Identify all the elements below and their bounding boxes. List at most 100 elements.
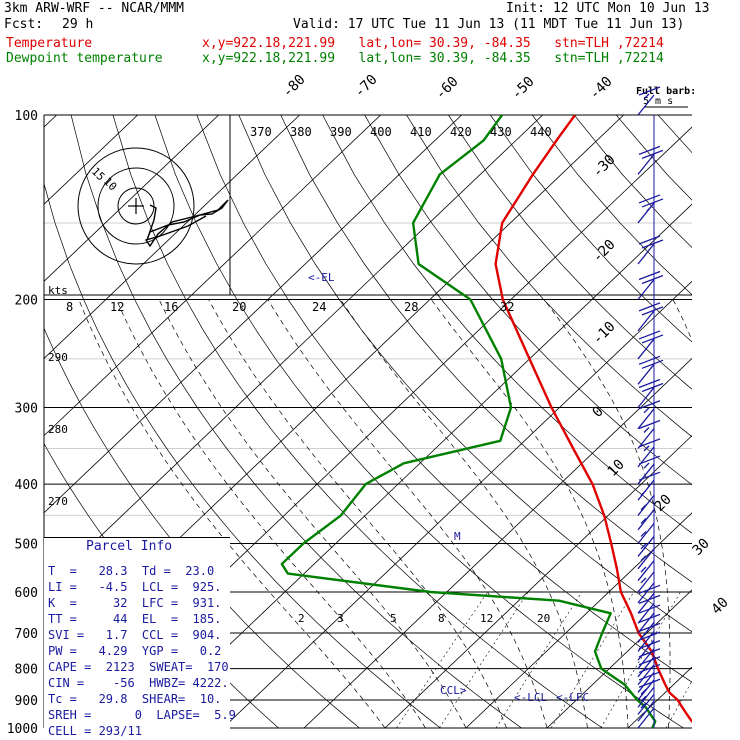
wind-barb-shaft (637, 560, 655, 582)
wind-barb (637, 471, 661, 501)
theta-label: 440 (530, 125, 552, 139)
wind-barb-flag (638, 194, 661, 204)
isotherm-line (44, 115, 219, 282)
hodograph-ring (97, 167, 175, 245)
dry-adiabat (406, 115, 692, 438)
wind-barb-flag (641, 359, 664, 369)
wind-barb-shaft (637, 536, 655, 557)
wind-barb-flag (638, 455, 661, 465)
wind-barb-shaft (637, 648, 655, 670)
mixing-ratio-line (600, 591, 681, 728)
wind-barb-shaft (637, 571, 655, 593)
wind-barb-shaft (637, 621, 655, 643)
parcel-row: CAPE = 2123 SWEAT= 170 (48, 660, 229, 674)
dry-adiabat (700, 115, 740, 728)
isotherm-line (384, 435, 692, 728)
kts-label: kts (48, 284, 68, 297)
isotherm-label: 30 (690, 536, 713, 559)
isotherm-line (222, 280, 692, 728)
wind-barb-shaft (637, 693, 655, 715)
pressure-label: 700 (15, 627, 38, 642)
wind-barb-shaft (637, 700, 655, 722)
pressure-label: 600 (15, 586, 38, 601)
wind-barb-halfflag (640, 702, 647, 709)
parcel-row: T = 28.3 Td = 23.0 (48, 564, 215, 578)
dry-adiabat (657, 115, 692, 154)
wind-barb-shaft (637, 656, 655, 678)
wind-barb (637, 530, 655, 557)
wind-barb (637, 400, 661, 430)
pressure-label: 900 (15, 694, 38, 709)
mixing-ratio-label: 2 (298, 612, 305, 625)
wind-barb-shaft (637, 94, 655, 116)
theta-label: 410 (410, 125, 432, 139)
wind-barb (637, 270, 664, 300)
wind-barb-halfflag (640, 566, 647, 573)
dry-adiabat (238, 115, 692, 633)
wind-barb (637, 577, 655, 604)
parcel-row: SREH = 0 LAPSE= 5.9 (48, 708, 236, 722)
wind-barb-flag (641, 382, 664, 393)
wind-barb-flag (638, 400, 661, 410)
isotherm-line (141, 203, 692, 728)
dry-adiabat (112, 115, 603, 728)
wind-barb-shaft (637, 495, 655, 516)
wind-barb (637, 555, 655, 582)
wind-barb (637, 455, 661, 485)
mixing-ratio-line (550, 591, 634, 728)
wind-barb-shaft (637, 279, 655, 300)
speed-scale-label: 32 (500, 300, 514, 314)
wind-barb (637, 86, 661, 116)
isotherm-label: -80 (280, 72, 309, 101)
pressure-label: 500 (15, 537, 38, 552)
wind-barb-halfflag (643, 427, 650, 433)
wind-barb (637, 518, 655, 544)
wind-barb-shaft (637, 679, 655, 701)
wind-barb-halfflag (640, 518, 647, 524)
isotherm-line (44, 115, 462, 514)
temperature-location: x,y=922.18,221.99 lat,lon= 30.39, -84.35… (202, 36, 664, 51)
side-theta-label: 280 (48, 423, 68, 436)
isotherm-label: 40 (709, 595, 732, 618)
model-title: 3km ARW-WRF -- NCAR/MMM (4, 1, 185, 16)
wind-barb-shaft (637, 592, 655, 614)
isotherm-line (303, 357, 692, 728)
wind-barb (637, 378, 664, 408)
dry-adiabat (280, 115, 692, 583)
dewpoint-location: x,y=922.18,221.99 lat,lon= 30.39, -84.35… (202, 51, 664, 66)
parcel-row: SVI = 1.7 CCL = 904. (48, 628, 222, 642)
moist-adiabat (78, 299, 386, 728)
wind-barb-flag (641, 306, 664, 316)
parcel-row: Tc = 29.8 SHEAR= 10. (48, 692, 222, 706)
full-barb-unit: 5 m s (643, 96, 673, 107)
wind-barb-flag (638, 438, 661, 448)
fcst-label: Fcst: (4, 17, 44, 32)
parcel-info-title: Parcel Info (86, 539, 173, 554)
side-theta-label: 270 (48, 495, 68, 508)
wind-barb-shaft (637, 446, 655, 468)
moist-adiabat (208, 299, 507, 728)
wind-barb-halfflag (646, 205, 653, 212)
parcel-row: LI = -4.5 LCL = 925. (48, 580, 222, 594)
wind-barb (637, 145, 664, 175)
wind-barb-shaft (637, 363, 655, 385)
pressure-label: 400 (15, 478, 38, 493)
hodograph-ring (117, 187, 155, 225)
wind-barb-shaft (637, 602, 655, 624)
parcel-row: CIN = -56 HWBZ= 4222. (48, 676, 229, 690)
parcel-row: PW = 4.29 YGP = 0.2 (48, 644, 222, 658)
wind-barb-flag (638, 419, 661, 430)
el-marker: <-EL (308, 271, 335, 284)
wind-barb-halfflag (640, 577, 647, 584)
mixing-ratio-label: 12 (480, 612, 493, 625)
wind-barb-flag (638, 639, 661, 650)
wind-barb-flag (641, 149, 664, 160)
dry-adiabat (70, 115, 522, 728)
speed-scale-label: 28 (404, 300, 418, 314)
wind-barb-flag (638, 330, 661, 340)
wind-barb (637, 695, 655, 722)
isotherm-label: -40 (587, 74, 616, 103)
speed-scale-label: 20 (232, 300, 246, 314)
dry-adiabat (154, 115, 684, 728)
side-theta-label: 290 (48, 351, 68, 364)
